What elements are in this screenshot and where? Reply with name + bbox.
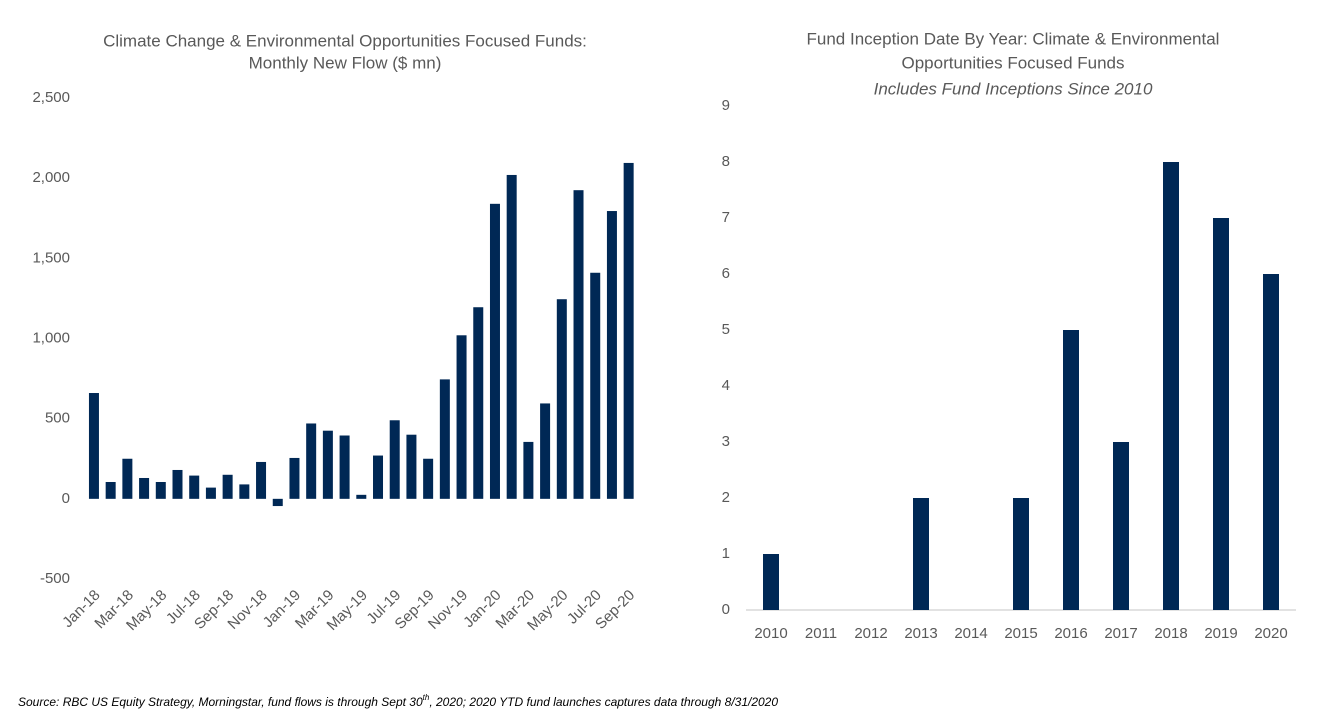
bar	[1113, 442, 1129, 610]
bar	[623, 162, 634, 499]
footnote-text: , 2020; 2020 YTD fund launches captures …	[429, 695, 778, 709]
chart-subtitle: Includes Fund Inceptions Since 2010	[874, 79, 1153, 98]
bar	[506, 174, 517, 499]
bar	[122, 458, 133, 499]
y-tick-label: 2,500	[32, 89, 70, 106]
x-tick-label: 2012	[854, 625, 887, 642]
bar	[1163, 162, 1179, 610]
bar	[222, 474, 233, 499]
x-tick-label: 2013	[904, 625, 937, 642]
bar	[489, 203, 500, 499]
bar	[322, 430, 333, 499]
bar	[573, 190, 584, 499]
chart-title: Monthly New Flow ($ mn)	[249, 53, 442, 72]
bar	[155, 481, 166, 499]
y-tick-label: 0	[62, 490, 70, 507]
bar	[272, 498, 283, 507]
x-tick-label: 2018	[1154, 625, 1187, 642]
y-tick-label: 6	[722, 265, 730, 282]
bar	[139, 477, 150, 499]
bar	[172, 469, 183, 499]
bar	[239, 484, 250, 499]
footnote-text: Source: RBC US Equity Strategy, Mornings…	[18, 695, 423, 709]
bar	[439, 379, 450, 499]
bar	[306, 423, 317, 499]
x-tick-label: 2011	[805, 625, 837, 642]
y-tick-label: 3	[722, 433, 730, 450]
bar	[105, 481, 116, 499]
x-tick-label: 2016	[1054, 625, 1087, 642]
x-tick-label: 2010	[754, 625, 787, 642]
bar	[1263, 274, 1279, 610]
bar	[1063, 330, 1079, 610]
bar	[356, 494, 367, 499]
chart-title: Climate Change & Environmental Opportuni…	[103, 31, 587, 50]
bar	[523, 441, 534, 499]
bar	[1013, 498, 1029, 610]
bar	[1213, 218, 1229, 610]
bar	[88, 393, 99, 499]
y-tick-label: 1,500	[32, 249, 70, 266]
bar	[763, 554, 779, 610]
bar	[256, 461, 267, 499]
bar	[590, 272, 601, 499]
bar	[205, 487, 216, 499]
bar	[540, 403, 551, 499]
y-tick-label: 2,000	[32, 169, 70, 186]
y-tick-label: 5	[722, 321, 730, 338]
bar	[556, 299, 567, 499]
x-tick-label: 2019	[1204, 625, 1237, 642]
bar	[373, 455, 384, 499]
x-tick-label: 2014	[954, 625, 987, 642]
x-tick-label: 2020	[1254, 625, 1287, 642]
x-tick-label: 2017	[1104, 625, 1137, 642]
y-tick-label: 9	[722, 97, 730, 114]
bar	[189, 475, 200, 499]
bar	[606, 211, 617, 499]
y-tick-label: 4	[722, 377, 730, 394]
y-tick-label: 2	[722, 489, 730, 506]
y-tick-label: 1,000	[32, 329, 70, 346]
x-tick-label: 2015	[1004, 625, 1037, 642]
bar	[289, 457, 300, 499]
bar	[456, 335, 467, 499]
y-tick-label: -500	[40, 570, 70, 587]
footnote-sup: th	[423, 693, 430, 702]
chart-title: Fund Inception Date By Year: Climate & E…	[807, 29, 1220, 48]
y-tick-label: 1	[722, 545, 730, 562]
y-tick-label: 8	[722, 153, 730, 170]
footnote: Source: RBC US Equity Strategy, Mornings…	[18, 693, 778, 709]
chart-title: Opportunities Focused Funds	[901, 53, 1124, 72]
bar	[339, 435, 350, 499]
bar	[913, 498, 929, 610]
y-tick-label: 0	[722, 601, 730, 618]
y-tick-label: 7	[722, 209, 730, 226]
bar	[473, 307, 484, 499]
bar	[406, 434, 417, 499]
bar	[389, 420, 400, 499]
bar	[423, 458, 434, 499]
y-tick-label: 500	[45, 410, 70, 427]
